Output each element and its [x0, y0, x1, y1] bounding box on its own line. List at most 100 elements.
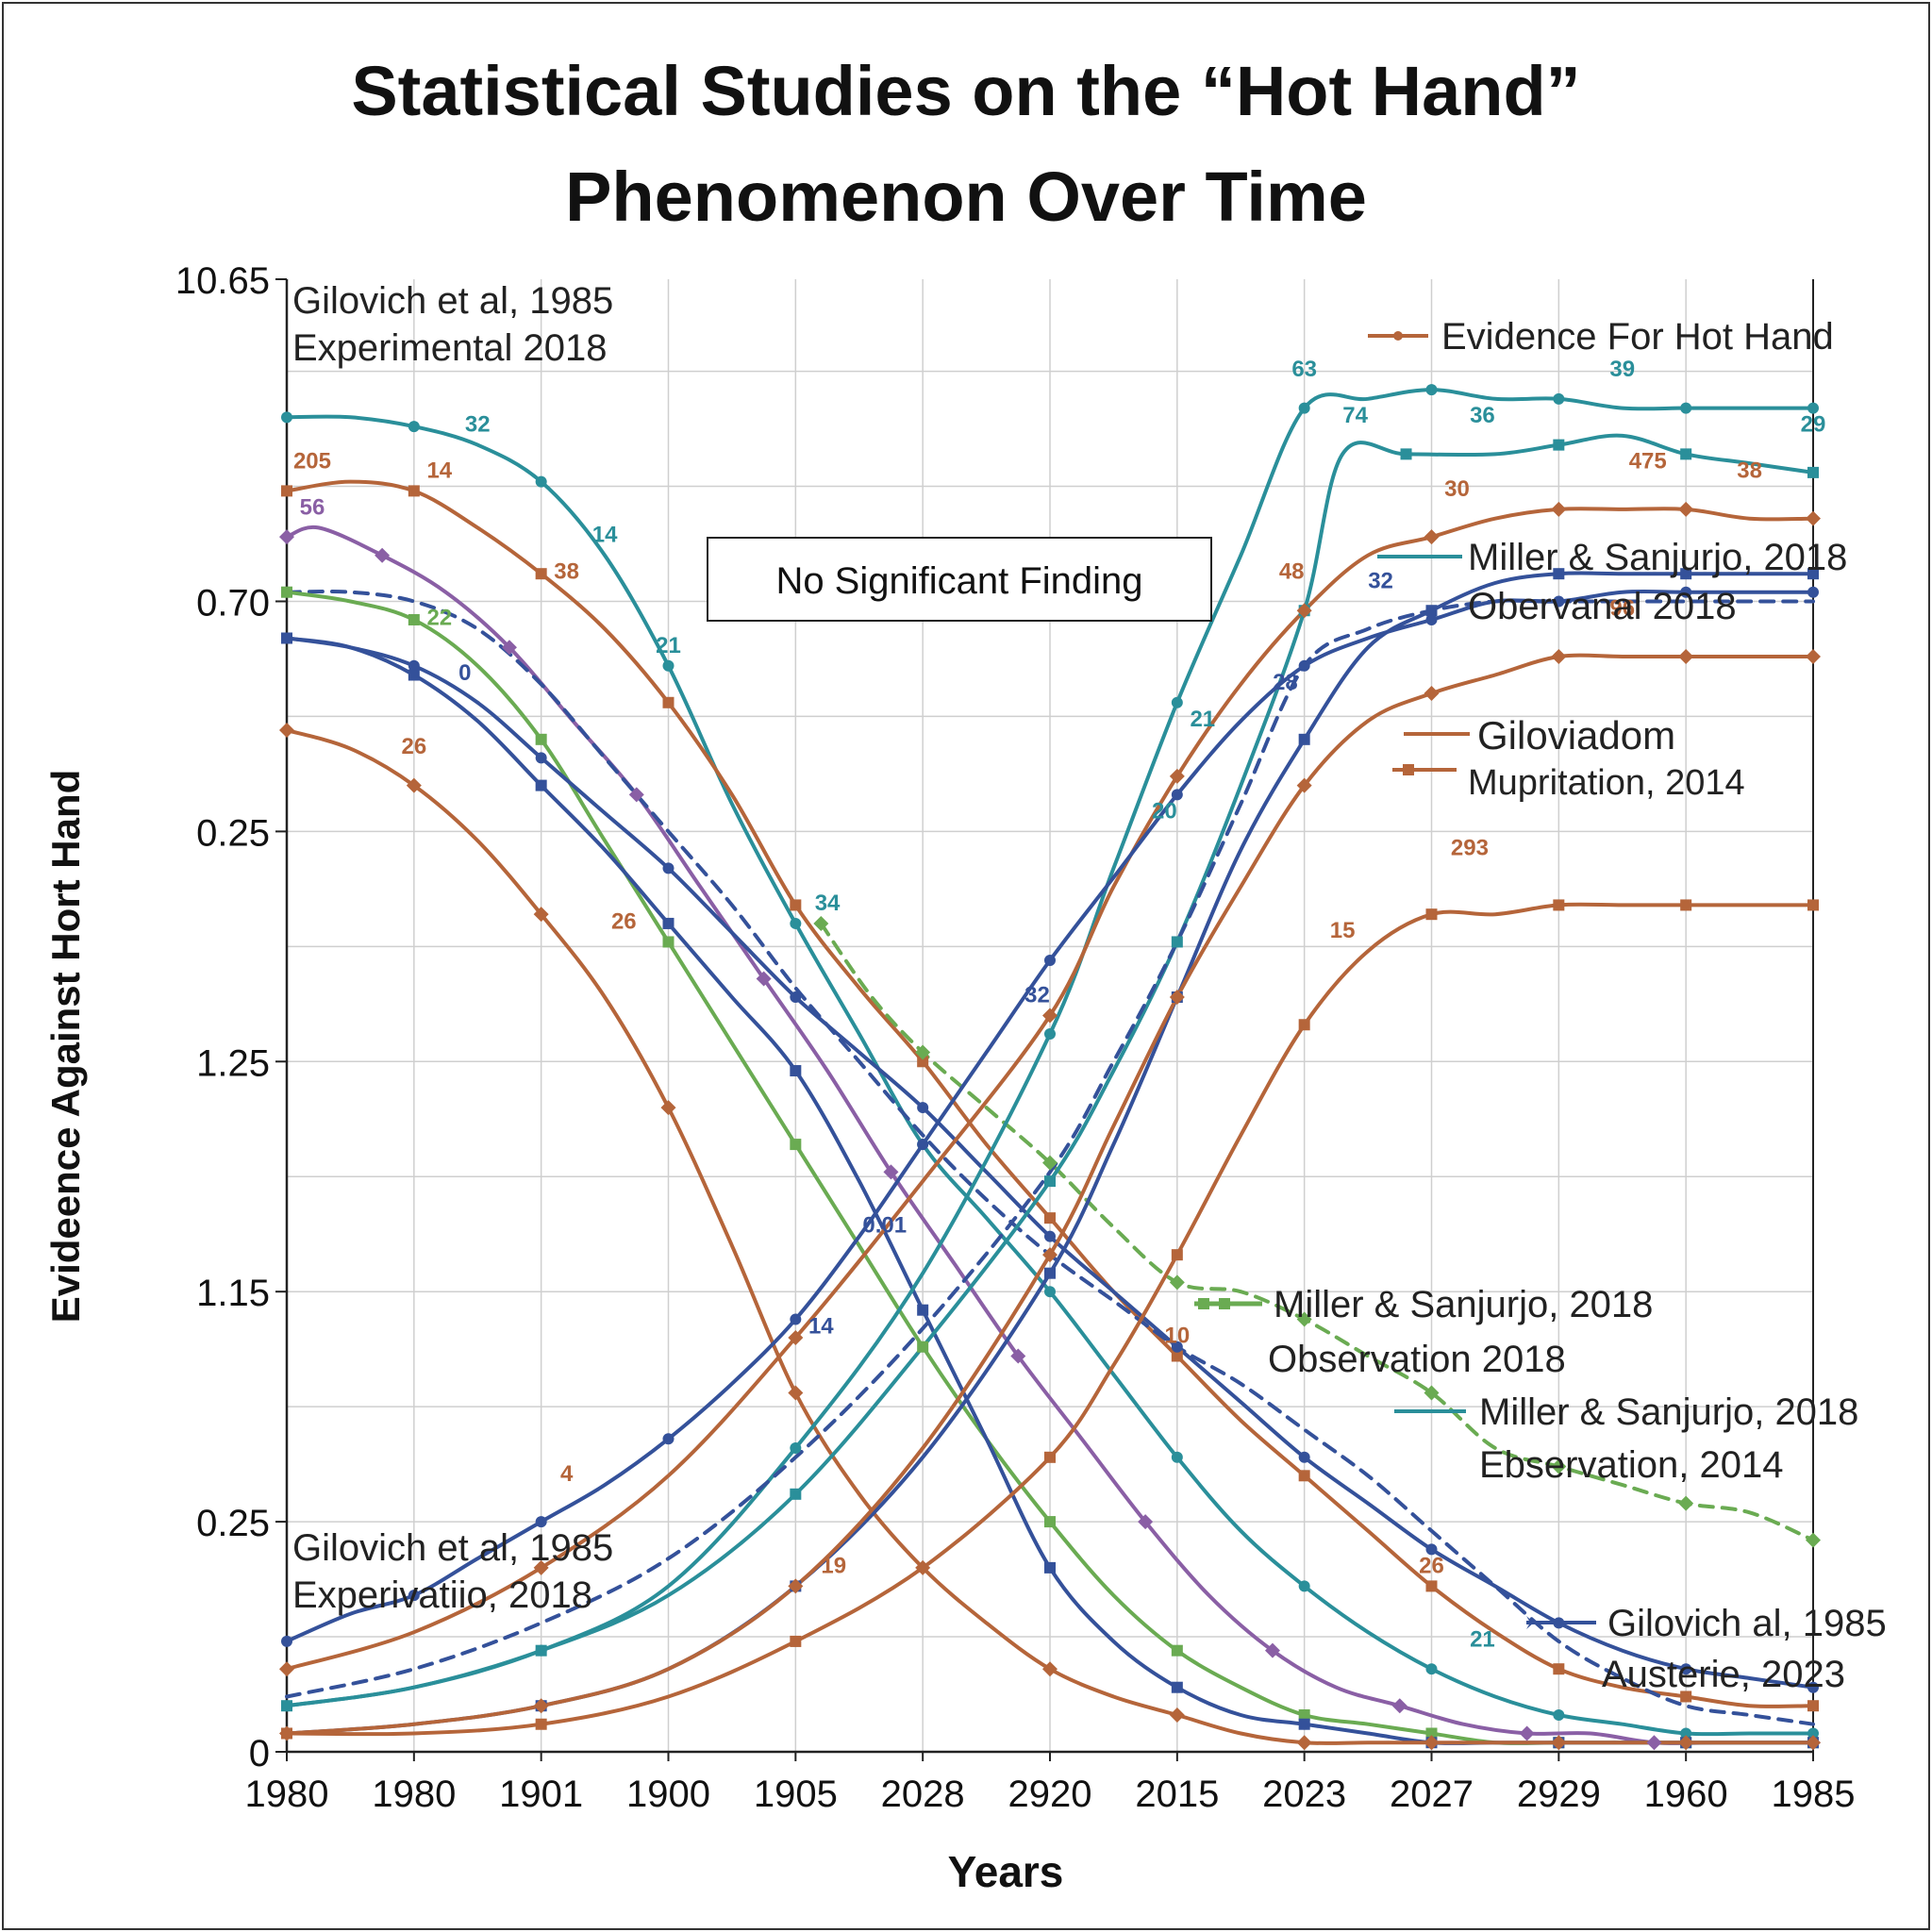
series-5-point [1044, 1516, 1056, 1528]
series-1-point [535, 475, 547, 488]
series-2-point [662, 696, 675, 708]
chart-title-line-2: Phenomenon Over Time [565, 158, 1367, 236]
series-2-data-label: 26 [1419, 1553, 1444, 1578]
series-11-point [1171, 936, 1183, 948]
series-5-point [281, 586, 292, 598]
series-1-point [662, 659, 675, 672]
series-16-point [917, 1139, 929, 1151]
series-6-point [1296, 1311, 1312, 1327]
series-9-point [1042, 1661, 1058, 1677]
series-2-point [281, 485, 292, 497]
series-12-data-label: 38 [1737, 458, 1762, 483]
series-8-data-label: 0.01 [862, 1212, 907, 1238]
series-16-point [281, 1635, 292, 1647]
series-15-point [1296, 777, 1312, 793]
series-9-point [406, 777, 422, 793]
legend-label-1: Giloviadom [1477, 713, 1675, 758]
no-significant-finding-box [707, 537, 1212, 622]
series-3-point [1010, 1348, 1026, 1364]
legend-entry-gilovich-austerie: Gilovich al, 1985 Austerie, 2023 [1526, 1603, 1887, 1695]
legend: Evidence For Hot Hand Miller & Sanjurjo,… [1194, 316, 1887, 1695]
legend-entry-evidence-for: Evidence For Hot Hand [1368, 316, 1834, 358]
legend-marker [1393, 331, 1403, 341]
series-9-point [1806, 1735, 1821, 1751]
series-15-point [1424, 686, 1440, 702]
legend-label-2: Observation 2018 [1268, 1339, 1566, 1380]
series-8-point [1044, 1561, 1056, 1574]
series-14-point [1807, 568, 1819, 580]
series-9-data-label: 26 [401, 734, 426, 759]
series-15-point [1042, 1247, 1058, 1263]
series-line-12 [285, 507, 1815, 1672]
series-17-data-label: 293 [1451, 835, 1489, 860]
series-6-point [1042, 1155, 1058, 1171]
series-12-point [1551, 501, 1567, 517]
series-9-point [915, 1559, 931, 1575]
series-14-point [1298, 733, 1310, 745]
legend-label-1: Miller & Sanjurjo, 2018 [1468, 537, 1847, 578]
series-15-point [533, 1698, 549, 1714]
y-tick-label: 10.65 [175, 260, 270, 302]
series-15-point [788, 1578, 804, 1594]
series-8-point [1298, 1718, 1310, 1730]
series-7-point [1044, 1230, 1056, 1242]
series-5-point [1298, 1708, 1310, 1721]
series-16-data-label: 14 [808, 1314, 834, 1340]
legend-label-1: Miller & Sanjurjo, 2018 [1274, 1284, 1653, 1325]
series-6-point [1169, 1274, 1185, 1291]
legend-entry-miller-obervanal: Miller & Sanjurjo, 2018 Obervanal 2018 [1377, 537, 1847, 627]
legend-entry-giloviadom: Giloviadom Mupritation, 2014 [1392, 713, 1745, 803]
series-3-point [279, 529, 294, 545]
series-15-point [1806, 649, 1821, 665]
series-7-point [790, 991, 802, 1003]
series-line-13 [285, 598, 1815, 1699]
series-3-point [1646, 1735, 1662, 1751]
series-6-point [1806, 1532, 1821, 1548]
series-16-point [1298, 659, 1310, 672]
series-11-point [1807, 466, 1819, 478]
series-10-point [1171, 696, 1183, 708]
series-11-data-label: 74 [1342, 403, 1368, 428]
x-tick-label: 1980 [372, 1774, 456, 1815]
x-tick-label: 1900 [626, 1774, 710, 1815]
series-10-point [1425, 384, 1438, 396]
series-1-point [1298, 1580, 1310, 1592]
x-tick-label: 2929 [1517, 1774, 1601, 1815]
series-16-data-label: 32 [1024, 983, 1050, 1008]
series-17-data-label: 15 [1330, 918, 1356, 943]
series-7-point [408, 659, 420, 672]
series-2-data-label: 14 [426, 458, 452, 483]
series-5-data-label: 22 [426, 605, 452, 630]
series-16-point [790, 1313, 802, 1325]
series-12-data-label: 4 [560, 1461, 574, 1487]
legend-entry-miller-ebservation: Miller & Sanjurjo, 2018 Ebservation, 201… [1394, 1391, 1858, 1486]
series-2-point [1171, 1350, 1183, 1362]
y-tick-label: 0.70 [196, 582, 270, 624]
series-1-data-label: 21 [1470, 1626, 1495, 1652]
axes: 0 0.25 1.15 1.25 0.25 0.70 10.65 1980 1980 1901 19… [175, 260, 1856, 1815]
series-3-point [1264, 1642, 1280, 1658]
y-tick-label: 1.25 [196, 1042, 270, 1084]
legend-marker-2 [1219, 1298, 1230, 1309]
series-8-point [535, 779, 547, 791]
series-line-4 [285, 589, 1815, 1726]
series-line-15 [285, 653, 1815, 1736]
series-11-data-label: 36 [1470, 403, 1495, 428]
series-7-point [1425, 1543, 1438, 1556]
series-5-point [790, 1139, 802, 1151]
series-16-point [408, 1590, 420, 1602]
y-tick-label: 0.25 [196, 812, 270, 854]
series-17-point [1807, 899, 1819, 911]
series-2-data-label: 205 [293, 449, 331, 475]
series-11-point [1553, 439, 1565, 451]
series-3-point [756, 971, 772, 987]
legend-label-1: Gilovich al, 1985 [1607, 1603, 1887, 1644]
series-9-point [788, 1385, 804, 1401]
series-2-data-label: 38 [554, 559, 579, 585]
series-3-point [501, 640, 517, 656]
series-12-point [1424, 529, 1440, 545]
series-9-point [1424, 1735, 1440, 1751]
series-8-point [917, 1304, 929, 1316]
series-3-point [883, 1164, 899, 1180]
series-11-point [281, 1700, 292, 1712]
